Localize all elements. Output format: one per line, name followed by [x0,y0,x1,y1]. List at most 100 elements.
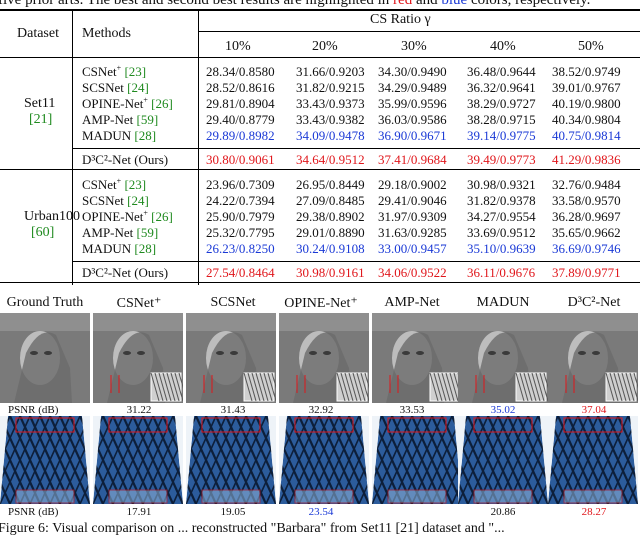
figure-column-label: OPINE-Net⁺ [284,296,358,311]
header-bottom-rule [0,57,640,58]
psnr-label-row1: PSNR (dB) [8,404,59,416]
figure-column-label: CSNet⁺ [116,296,162,311]
ours-cell: 30.80/0.9061 [206,152,275,167]
barbara-image [0,313,90,403]
barbara-image [458,313,548,403]
table-cell: 24.22/0.7394 [206,193,275,208]
ours-cell: 41.29/0.9836 [552,152,621,167]
table-cell: 29.89/0.8982 [206,128,275,143]
table-cell: 25.32/0.7795 [206,225,275,240]
caption-text-after: colors, respectively. [467,0,591,8]
dataset-name: Set11 [24,96,56,111]
method-label: MADUN [82,241,132,256]
ratio-header-1: 10% [225,39,251,54]
psnr-value: 28.27 [581,506,607,518]
method-label: MADUN [82,128,132,143]
method-name: SCSNet [24] [82,193,149,209]
psnr-value: 23.54 [308,506,334,518]
urban-image [186,416,276,504]
ours-cell: 34.06/0.9522 [378,265,447,280]
bottom-caption: Figure 6: Visual comparison on ... recon… [0,521,505,536]
method-name: MADUN [28] [82,241,156,257]
method-citation[interactable]: [28] [134,128,157,143]
ours-separator [72,261,640,262]
table-cell: 33.43/0.9382 [296,112,365,127]
table-cell: 30.24/0.9108 [296,241,365,256]
ratio-header-2: 20% [312,39,338,54]
table-cell: 33.58/0.9570 [552,193,621,208]
method-citation[interactable]: [23] [124,177,147,192]
barbara-image [548,313,638,403]
table-cell: 29.01/0.8890 [296,225,365,240]
ours-cell: 34.64/0.9512 [296,152,365,167]
table-cell: 33.69/0.9512 [467,225,536,240]
table-cell: 31.97/0.9309 [378,209,447,224]
method-label: SCSNet [82,80,124,95]
figure-column-label: D³C²-Net [567,295,621,310]
psnr-value: 37.04 [581,404,607,416]
method-label: OPINE-Net [82,96,144,111]
header-sub-rule [198,31,640,32]
table-cell: 40.19/0.9800 [552,96,621,111]
method-citation[interactable]: [59] [136,225,159,240]
psnr-value: 32.92 [308,404,334,416]
psnr-value: 19.05 [220,506,246,518]
dataset-citation[interactable]: [60] [31,225,55,240]
method-citation[interactable]: [59] [136,112,159,127]
table-cell: 39.01/0.9767 [552,80,621,95]
ratio-header-5: 50% [578,39,604,54]
method-citation[interactable]: [24] [127,80,149,95]
barbara-image [93,313,183,403]
psnr-value: 20.86 [490,506,516,518]
table-cell: 26.95/0.8449 [296,177,365,192]
table-cell: 29.38/0.8902 [296,209,365,224]
ratio-header-3: 30% [401,39,427,54]
psnr-value: 31.43 [220,404,246,416]
barbara-image [186,313,276,403]
barbara-image [279,313,369,403]
method-citation[interactable]: [26] [151,96,173,111]
table-cell: 25.90/0.7979 [206,209,275,224]
method-citation[interactable]: [26] [151,209,173,224]
table-cell: 28.34/0.8580 [206,64,275,79]
method-label: CSNet [82,177,117,192]
method-label: AMP-Net [82,112,134,127]
table-cell: 28.52/0.8616 [206,80,275,95]
table-cell: 26.23/0.8250 [206,241,275,256]
method-superscript: + [143,95,148,105]
header-dataset: Dataset [17,26,59,41]
table-cell: 34.27/0.9554 [467,209,536,224]
table-cell: 36.28/0.9697 [552,209,621,224]
table-cell: 31.82/0.9215 [296,80,365,95]
header-methods: Methods [82,26,131,41]
dataset-citation[interactable]: [21] [29,112,53,127]
psnr-value: 31.22 [126,404,152,416]
table-cell: 36.90/0.9671 [378,128,447,143]
ours-cell: 30.98/0.9161 [296,265,365,280]
dataset-name: Urban100 [24,209,80,224]
method-citation[interactable]: [24] [127,193,149,208]
table-cell: 36.48/0.9644 [467,64,536,79]
method-label: CSNet [82,64,117,79]
table-cell: 38.28/0.9715 [467,112,536,127]
method-name: SCSNet [24] [82,80,149,96]
table-cell: 36.03/0.9586 [378,112,447,127]
urban-image [548,416,638,504]
table-cell: 35.10/0.9639 [467,241,536,256]
method-name: CSNet+ [23] [82,177,146,193]
figure-column-label: MADUN [476,295,530,310]
header-cs-ratio: CS Ratio γ [370,12,431,27]
ours-cell: 39.49/0.9773 [467,152,536,167]
method-name: AMP-Net [59] [82,112,158,128]
urban-image [93,416,183,504]
ours-separator [72,148,640,149]
method-citation[interactable]: [23] [124,64,147,79]
method-citation[interactable]: [28] [134,241,157,256]
table-cell: 40.75/0.9814 [552,128,621,143]
caption-blue-word: blue [441,0,468,8]
table-cell: 36.32/0.9641 [467,80,536,95]
table-cell: 33.43/0.9373 [296,96,365,111]
table-cell: 27.09/0.8485 [296,193,365,208]
method-superscript: + [116,63,122,73]
method-name: OPINE-Net+ [26] [82,96,173,112]
